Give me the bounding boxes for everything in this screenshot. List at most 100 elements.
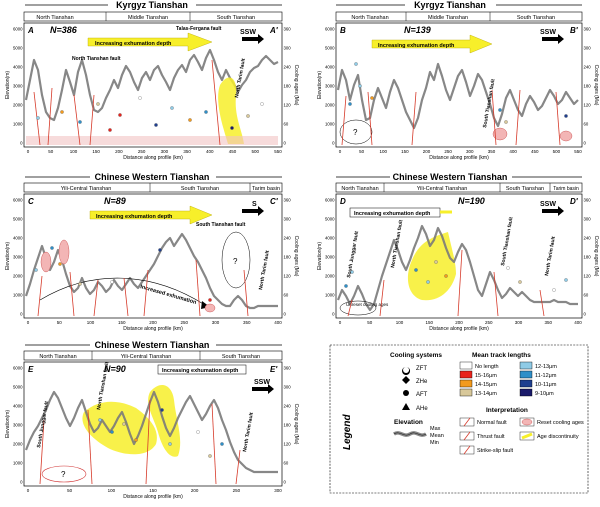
- y-tick-left-label: 5000: [325, 217, 335, 222]
- x-tick-label: 150: [92, 149, 100, 154]
- y-tick-right-label: 180: [584, 84, 592, 89]
- panel-b-unknown-ellipse: [339, 119, 373, 145]
- panel-e-exhumation-box: [157, 364, 247, 375]
- x-tick-label: 350: [488, 149, 496, 154]
- x-tick-label: 50: [367, 320, 373, 325]
- panel-c: Chinese Western Tianshan Yili-Central Ti…: [23, 172, 283, 319]
- legend-interp-1: Normal fault: [477, 420, 507, 426]
- y-tick-right-label: 120: [284, 103, 292, 108]
- panel-e-direction: SSW: [254, 379, 270, 386]
- panel-e-region-2: Yili-Central Tianshan: [121, 354, 172, 360]
- x-tick-label: 200: [423, 149, 431, 154]
- panel-b-letter: B: [340, 26, 346, 35]
- y-axis-right-title: Cooling ages (Ma): [293, 404, 299, 445]
- x-axis-title: Distance along profile (km): [123, 326, 183, 332]
- legend-cooling-4: AHe: [416, 406, 428, 412]
- x-tick-label: 150: [149, 488, 157, 493]
- panel-d-region-band: [335, 182, 583, 193]
- x-tick-label: 100: [70, 149, 78, 154]
- x-tick-label: 200: [191, 488, 199, 493]
- panel-e-plot-frame: [23, 361, 283, 487]
- panel-a-region-1: North Tianshan: [36, 15, 73, 21]
- panel-c-n-label: N=89: [104, 196, 126, 206]
- panel-c-fault-label-1: South Tianshan fault: [196, 222, 246, 228]
- panel-c-unknown-ellipse: [221, 231, 251, 289]
- panel-b-region-3: South Tianshan: [517, 15, 555, 21]
- y-tick-right-label: 60: [284, 461, 289, 466]
- thrust-fault-icon: [463, 431, 471, 441]
- legend-mtl-1: No length: [475, 364, 499, 370]
- panel-c-direction: S: [252, 201, 257, 208]
- legend-frame: [329, 344, 589, 494]
- y-tick-left-label: 5000: [13, 217, 23, 222]
- x-tick-label: 300: [212, 320, 220, 325]
- panel-b-region-1: North Tianshan: [351, 15, 388, 21]
- legend-mtl-2: 15-16μm: [475, 373, 497, 379]
- panel-e-arrow-label: Increasing exhumation depth: [162, 368, 239, 374]
- x-tick-label: 450: [531, 149, 539, 154]
- x-tick-label: 350: [243, 320, 251, 325]
- y-tick-right-label: 240: [584, 236, 592, 241]
- panel-a-letter-end: A': [269, 26, 279, 35]
- y-tick-right-label: 60: [584, 122, 589, 127]
- panel-e-unknown: ?: [61, 470, 66, 479]
- panel-a-letter: A: [27, 26, 34, 35]
- reset-ages-icon: [521, 418, 533, 426]
- legend-mtl-4: 13-14μm: [475, 391, 497, 397]
- panel-a-reset-band: [26, 136, 278, 145]
- panel-c-region-3: Tarim basin: [252, 186, 280, 192]
- y-axis-left-title: Elevation(m): [5, 410, 11, 438]
- y-tick-left-label: 0: [20, 312, 23, 317]
- y-tick-left-label: 4000: [13, 236, 23, 241]
- panel-d-annotation: Unreset cooling ages: [346, 302, 389, 307]
- panel-a-title: Kyrgyz Tianshan: [116, 0, 188, 10]
- y-tick-left-label: 4000: [325, 236, 335, 241]
- panel-d-arrow-label: Increasing exhumation depth: [354, 211, 431, 217]
- x-tick-label: 150: [401, 149, 409, 154]
- panel-d-faults: [347, 249, 545, 317]
- panel-d-fault-label-4: North Tarim fault: [544, 236, 557, 277]
- panel-a-fault-label-3: North Tarim fault: [234, 58, 247, 99]
- y-tick-right-label: 0: [584, 312, 587, 317]
- x-tick-label: 250: [444, 149, 452, 154]
- x-tick-label: 250: [138, 149, 146, 154]
- x-tick-label: 150: [425, 320, 433, 325]
- panel-c-unknown: ?: [233, 257, 238, 266]
- legend-elevation-title: Elevation: [394, 419, 423, 426]
- y-tick-left-label: 6000: [325, 198, 335, 203]
- y-tick-right-label: 120: [284, 274, 292, 279]
- aft-icon: [403, 390, 409, 396]
- y-tick-right-label: 0: [584, 141, 587, 146]
- y-tick-left-label: 6000: [13, 27, 23, 32]
- y-tick-right-label: 300: [284, 217, 292, 222]
- x-tick-label: 550: [574, 149, 582, 154]
- legend-interp-5: Strike-slip fault: [477, 448, 514, 454]
- panel-b-region-2: Middle Tianshan: [428, 15, 468, 21]
- y-tick-left-label: 1000: [13, 293, 23, 298]
- x-tick-label: 0: [339, 149, 342, 154]
- x-tick-label: 0: [339, 320, 342, 325]
- legend-mtl-7: 10-11μm: [535, 382, 557, 388]
- y-tick-right-label: 360: [284, 366, 292, 371]
- panel-c-reset-zones: [40, 239, 216, 313]
- x-tick-label: 450: [229, 149, 237, 154]
- y-tick-right-label: 240: [584, 65, 592, 70]
- panel-a-fault-label-1: North Tianshan fault: [72, 56, 121, 62]
- panel-b-letter-end: B': [570, 26, 579, 35]
- panel-d-direction-arrow: [542, 206, 564, 216]
- panel-e-region-band: [23, 350, 283, 361]
- x-tick-label: 300: [466, 149, 474, 154]
- legend: Legend Cooling systems ZFT ZHe AFT AHe E…: [329, 344, 589, 494]
- panel-d-direction: SSW: [540, 201, 556, 208]
- y-tick-right-label: 0: [284, 480, 287, 485]
- y-tick-right-label: 360: [584, 27, 592, 32]
- panel-a-region-3: South Tianshan: [217, 15, 255, 21]
- legend-mtl-title: Mean track lengths: [472, 352, 531, 359]
- x-tick-label: 0: [27, 320, 30, 325]
- y-tick-left-label: 3000: [13, 255, 23, 260]
- x-axis-title: Distance along profile (km): [123, 155, 183, 161]
- y-tick-right-label: 60: [584, 293, 589, 298]
- panel-d-title: Chinese Western Tianshan: [393, 172, 508, 182]
- x-tick-label: 350: [544, 320, 552, 325]
- panel-b-reset-zones: [492, 127, 573, 142]
